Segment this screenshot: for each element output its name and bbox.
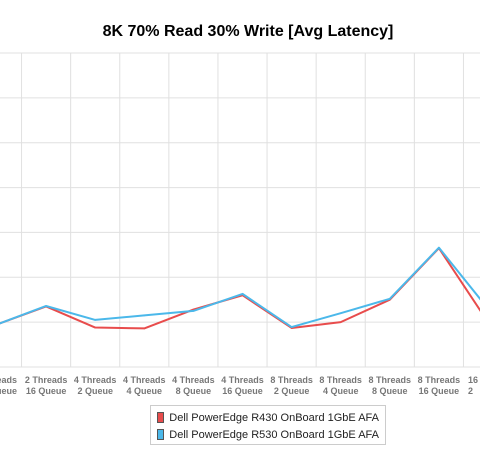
data-point bbox=[94, 319, 96, 321]
x-tick-label: 2 Queue bbox=[274, 386, 310, 396]
series-lines bbox=[0, 246, 480, 330]
x-tick-label: 4 Queue bbox=[323, 386, 359, 396]
data-point bbox=[241, 293, 244, 295]
legend-label-r430: Dell PowerEdge R430 OnBoard 1GbE AFA bbox=[169, 411, 379, 424]
x-tick-label: 4 Threads bbox=[172, 375, 215, 385]
legend: Dell PowerEdge R430 OnBoard 1GbE AFA Del… bbox=[150, 405, 386, 445]
x-tick-label: 16 bbox=[468, 375, 478, 385]
data-point bbox=[192, 310, 195, 312]
data-point bbox=[438, 246, 440, 249]
data-point bbox=[143, 327, 146, 330]
x-tick-label: Threads bbox=[0, 375, 17, 385]
x-tick-label: 4 Queue bbox=[127, 386, 163, 396]
x-tick-label: 8 Queue bbox=[176, 386, 212, 396]
x-tick-label: ueue bbox=[0, 386, 17, 396]
data-point bbox=[389, 298, 391, 300]
x-tick-label: 8 Threads bbox=[418, 375, 461, 385]
data-point bbox=[339, 321, 342, 323]
x-tick-label: 4 Threads bbox=[221, 375, 264, 385]
legend-swatch-r430 bbox=[157, 412, 165, 423]
x-tick-label: 4 Threads bbox=[123, 375, 166, 385]
x-tick-label: 8 Queue bbox=[372, 386, 408, 396]
legend-label-r530: Dell PowerEdge R530 OnBoard 1GbE AFA bbox=[169, 428, 379, 441]
series-line-r530 bbox=[0, 246, 480, 329]
data-point bbox=[143, 314, 146, 317]
x-tick-label: 8 Threads bbox=[369, 375, 412, 385]
series-line-r430 bbox=[0, 247, 480, 330]
x-tick-label: 4 Threads bbox=[74, 375, 117, 385]
data-point bbox=[45, 305, 47, 307]
chart-title: 8K 70% Read 30% Write [Avg Latency] bbox=[103, 23, 394, 40]
x-tick-label: 8 Threads bbox=[270, 375, 313, 385]
data-point bbox=[339, 312, 342, 314]
x-tick-label: 2 bbox=[468, 386, 473, 396]
x-tick-label: 16 Queue bbox=[26, 386, 67, 396]
x-tick-label: 2 Threads bbox=[25, 375, 68, 385]
legend-item-r430: Dell PowerEdge R430 OnBoard 1GbE AFA bbox=[157, 409, 379, 426]
data-point bbox=[94, 326, 96, 329]
x-tick-label: 16 Queue bbox=[419, 386, 460, 396]
x-tick-label: 2 Queue bbox=[77, 386, 113, 396]
x-tick-label: 16 Queue bbox=[222, 386, 263, 396]
data-point bbox=[290, 326, 293, 328]
legend-swatch-r530 bbox=[157, 429, 165, 440]
grid bbox=[0, 52, 480, 368]
x-tick-label: 8 Threads bbox=[319, 375, 362, 385]
legend-item-r530: Dell PowerEdge R530 OnBoard 1GbE AFA bbox=[157, 426, 379, 443]
